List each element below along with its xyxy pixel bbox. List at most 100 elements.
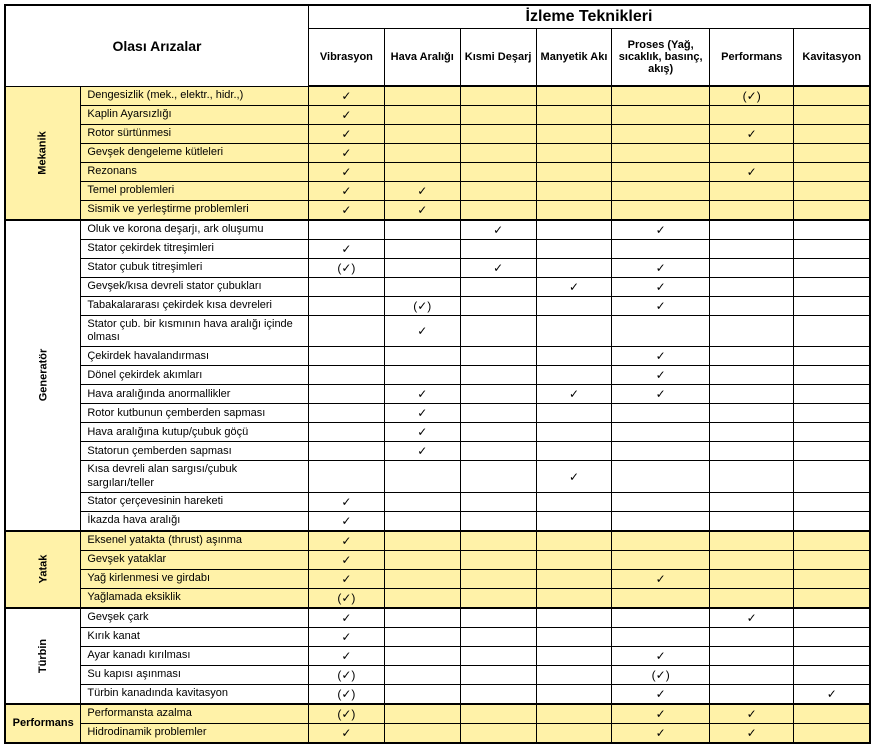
tick-cell bbox=[460, 646, 536, 665]
table-row: Su kapısı aşınması(✓)(✓) bbox=[5, 665, 870, 684]
tick-cell: ✓ bbox=[384, 385, 460, 404]
table-row: Gevşek yataklar✓ bbox=[5, 550, 870, 569]
tick-cell bbox=[460, 423, 536, 442]
fault-label: Dengesizlik (mek., elektr., hidr.,) bbox=[81, 86, 309, 106]
tick-cell: (✓) bbox=[308, 665, 384, 684]
tick-cell bbox=[709, 347, 794, 366]
tick-cell bbox=[794, 106, 870, 125]
column-header: Vibrasyon bbox=[308, 29, 384, 87]
fault-label: Gevşek çark bbox=[81, 608, 309, 628]
tick-cell bbox=[460, 627, 536, 646]
table-row: Gevşek dengeleme kütleleri✓ bbox=[5, 144, 870, 163]
tick-cell bbox=[384, 550, 460, 569]
tick-cell bbox=[384, 665, 460, 684]
tick-cell: (✓) bbox=[612, 665, 710, 684]
tick-cell bbox=[536, 163, 612, 182]
group-label: Generatör bbox=[5, 220, 81, 531]
tick-cell bbox=[460, 704, 536, 724]
tick-cell bbox=[536, 144, 612, 163]
column-header: Kısmi Deşarj bbox=[460, 29, 536, 87]
table-row: Rotor kutbunun çemberden sapması✓ bbox=[5, 404, 870, 423]
tick-cell: ✓ bbox=[612, 347, 710, 366]
tick-cell: ✓ bbox=[308, 646, 384, 665]
fault-label: Eksenel yatakta (thrust) aşınma bbox=[81, 531, 309, 551]
tick-cell bbox=[794, 201, 870, 221]
fault-label: Stator çub. bir kısmının hava aralığı iç… bbox=[81, 316, 309, 347]
fault-label: Gevşek/kısa devreli stator çubukları bbox=[81, 278, 309, 297]
column-header: Proses (Yağ, sıcaklık, basınç, akış) bbox=[612, 29, 710, 87]
tick-cell: ✓ bbox=[308, 550, 384, 569]
tick-cell: ✓ bbox=[384, 423, 460, 442]
tick-cell: ✓ bbox=[308, 106, 384, 125]
tick-cell bbox=[709, 144, 794, 163]
tick-cell bbox=[794, 240, 870, 259]
tick-cell bbox=[709, 627, 794, 646]
fault-label: Performansta azalma bbox=[81, 704, 309, 724]
tick-cell bbox=[460, 442, 536, 461]
group-label: Performans bbox=[5, 704, 81, 743]
tick-cell: ✓ bbox=[709, 125, 794, 144]
tick-cell bbox=[384, 492, 460, 511]
tick-cell bbox=[460, 125, 536, 144]
tick-cell bbox=[709, 316, 794, 347]
tick-cell bbox=[384, 220, 460, 240]
tick-cell bbox=[794, 550, 870, 569]
column-header: Kavitasyon bbox=[794, 29, 870, 87]
tick-cell bbox=[794, 531, 870, 551]
fault-label: Kaplin Ayarsızlığı bbox=[81, 106, 309, 125]
tick-cell bbox=[536, 704, 612, 724]
tick-cell bbox=[384, 646, 460, 665]
tick-cell: ✓ bbox=[308, 125, 384, 144]
table-row: Stator çubuk titreşimleri(✓)✓✓ bbox=[5, 259, 870, 278]
tick-cell bbox=[709, 240, 794, 259]
fault-label: Rezonans bbox=[81, 163, 309, 182]
tick-cell bbox=[460, 316, 536, 347]
tick-cell: ✓ bbox=[384, 201, 460, 221]
tick-cell bbox=[384, 569, 460, 588]
fault-label: Stator çubuk titreşimleri bbox=[81, 259, 309, 278]
tick-cell: ✓ bbox=[536, 278, 612, 297]
tick-cell bbox=[612, 404, 710, 423]
tick-cell bbox=[794, 646, 870, 665]
tick-cell bbox=[709, 404, 794, 423]
tick-cell bbox=[536, 182, 612, 201]
tick-cell: ✓ bbox=[612, 297, 710, 316]
tick-cell bbox=[536, 125, 612, 144]
tick-cell: ✓ bbox=[308, 723, 384, 743]
fault-label: Türbin kanadında kavitasyon bbox=[81, 684, 309, 704]
fault-label: Hidrodinamik problemler bbox=[81, 723, 309, 743]
tick-cell bbox=[384, 144, 460, 163]
tick-cell bbox=[612, 86, 710, 106]
tick-cell bbox=[384, 240, 460, 259]
tick-cell bbox=[308, 423, 384, 442]
table-row: Yağ kirlenmesi ve girdabı✓✓ bbox=[5, 569, 870, 588]
tick-cell: ✓ bbox=[384, 182, 460, 201]
tick-cell: (✓) bbox=[709, 86, 794, 106]
tick-cell: ✓ bbox=[536, 461, 612, 492]
tick-cell bbox=[536, 442, 612, 461]
tick-cell bbox=[794, 588, 870, 608]
tick-cell bbox=[612, 461, 710, 492]
table-row: TürbinGevşek çark✓✓ bbox=[5, 608, 870, 628]
tick-cell bbox=[612, 531, 710, 551]
tick-cell bbox=[612, 492, 710, 511]
table-row: Stator çekirdek titreşimleri✓ bbox=[5, 240, 870, 259]
table-row: Kısa devreli alan sargısı/çubuk sargılar… bbox=[5, 461, 870, 492]
tick-cell: ✓ bbox=[308, 201, 384, 221]
table-row: Türbin kanadında kavitasyon(✓)✓✓ bbox=[5, 684, 870, 704]
tick-cell bbox=[460, 347, 536, 366]
header-faults: Olası Arızalar bbox=[5, 5, 308, 86]
tick-cell: ✓ bbox=[308, 144, 384, 163]
tick-cell bbox=[612, 511, 710, 531]
tick-cell: ✓ bbox=[612, 646, 710, 665]
table-row: Dönel çekirdek akımları✓ bbox=[5, 366, 870, 385]
tick-cell bbox=[536, 588, 612, 608]
tick-cell: ✓ bbox=[612, 569, 710, 588]
tick-cell bbox=[536, 106, 612, 125]
tick-cell bbox=[384, 511, 460, 531]
table-row: Rotor sürtünmesi✓✓ bbox=[5, 125, 870, 144]
tick-cell bbox=[536, 259, 612, 278]
tick-cell bbox=[384, 588, 460, 608]
fault-label: Su kapısı aşınması bbox=[81, 665, 309, 684]
tick-cell bbox=[536, 201, 612, 221]
